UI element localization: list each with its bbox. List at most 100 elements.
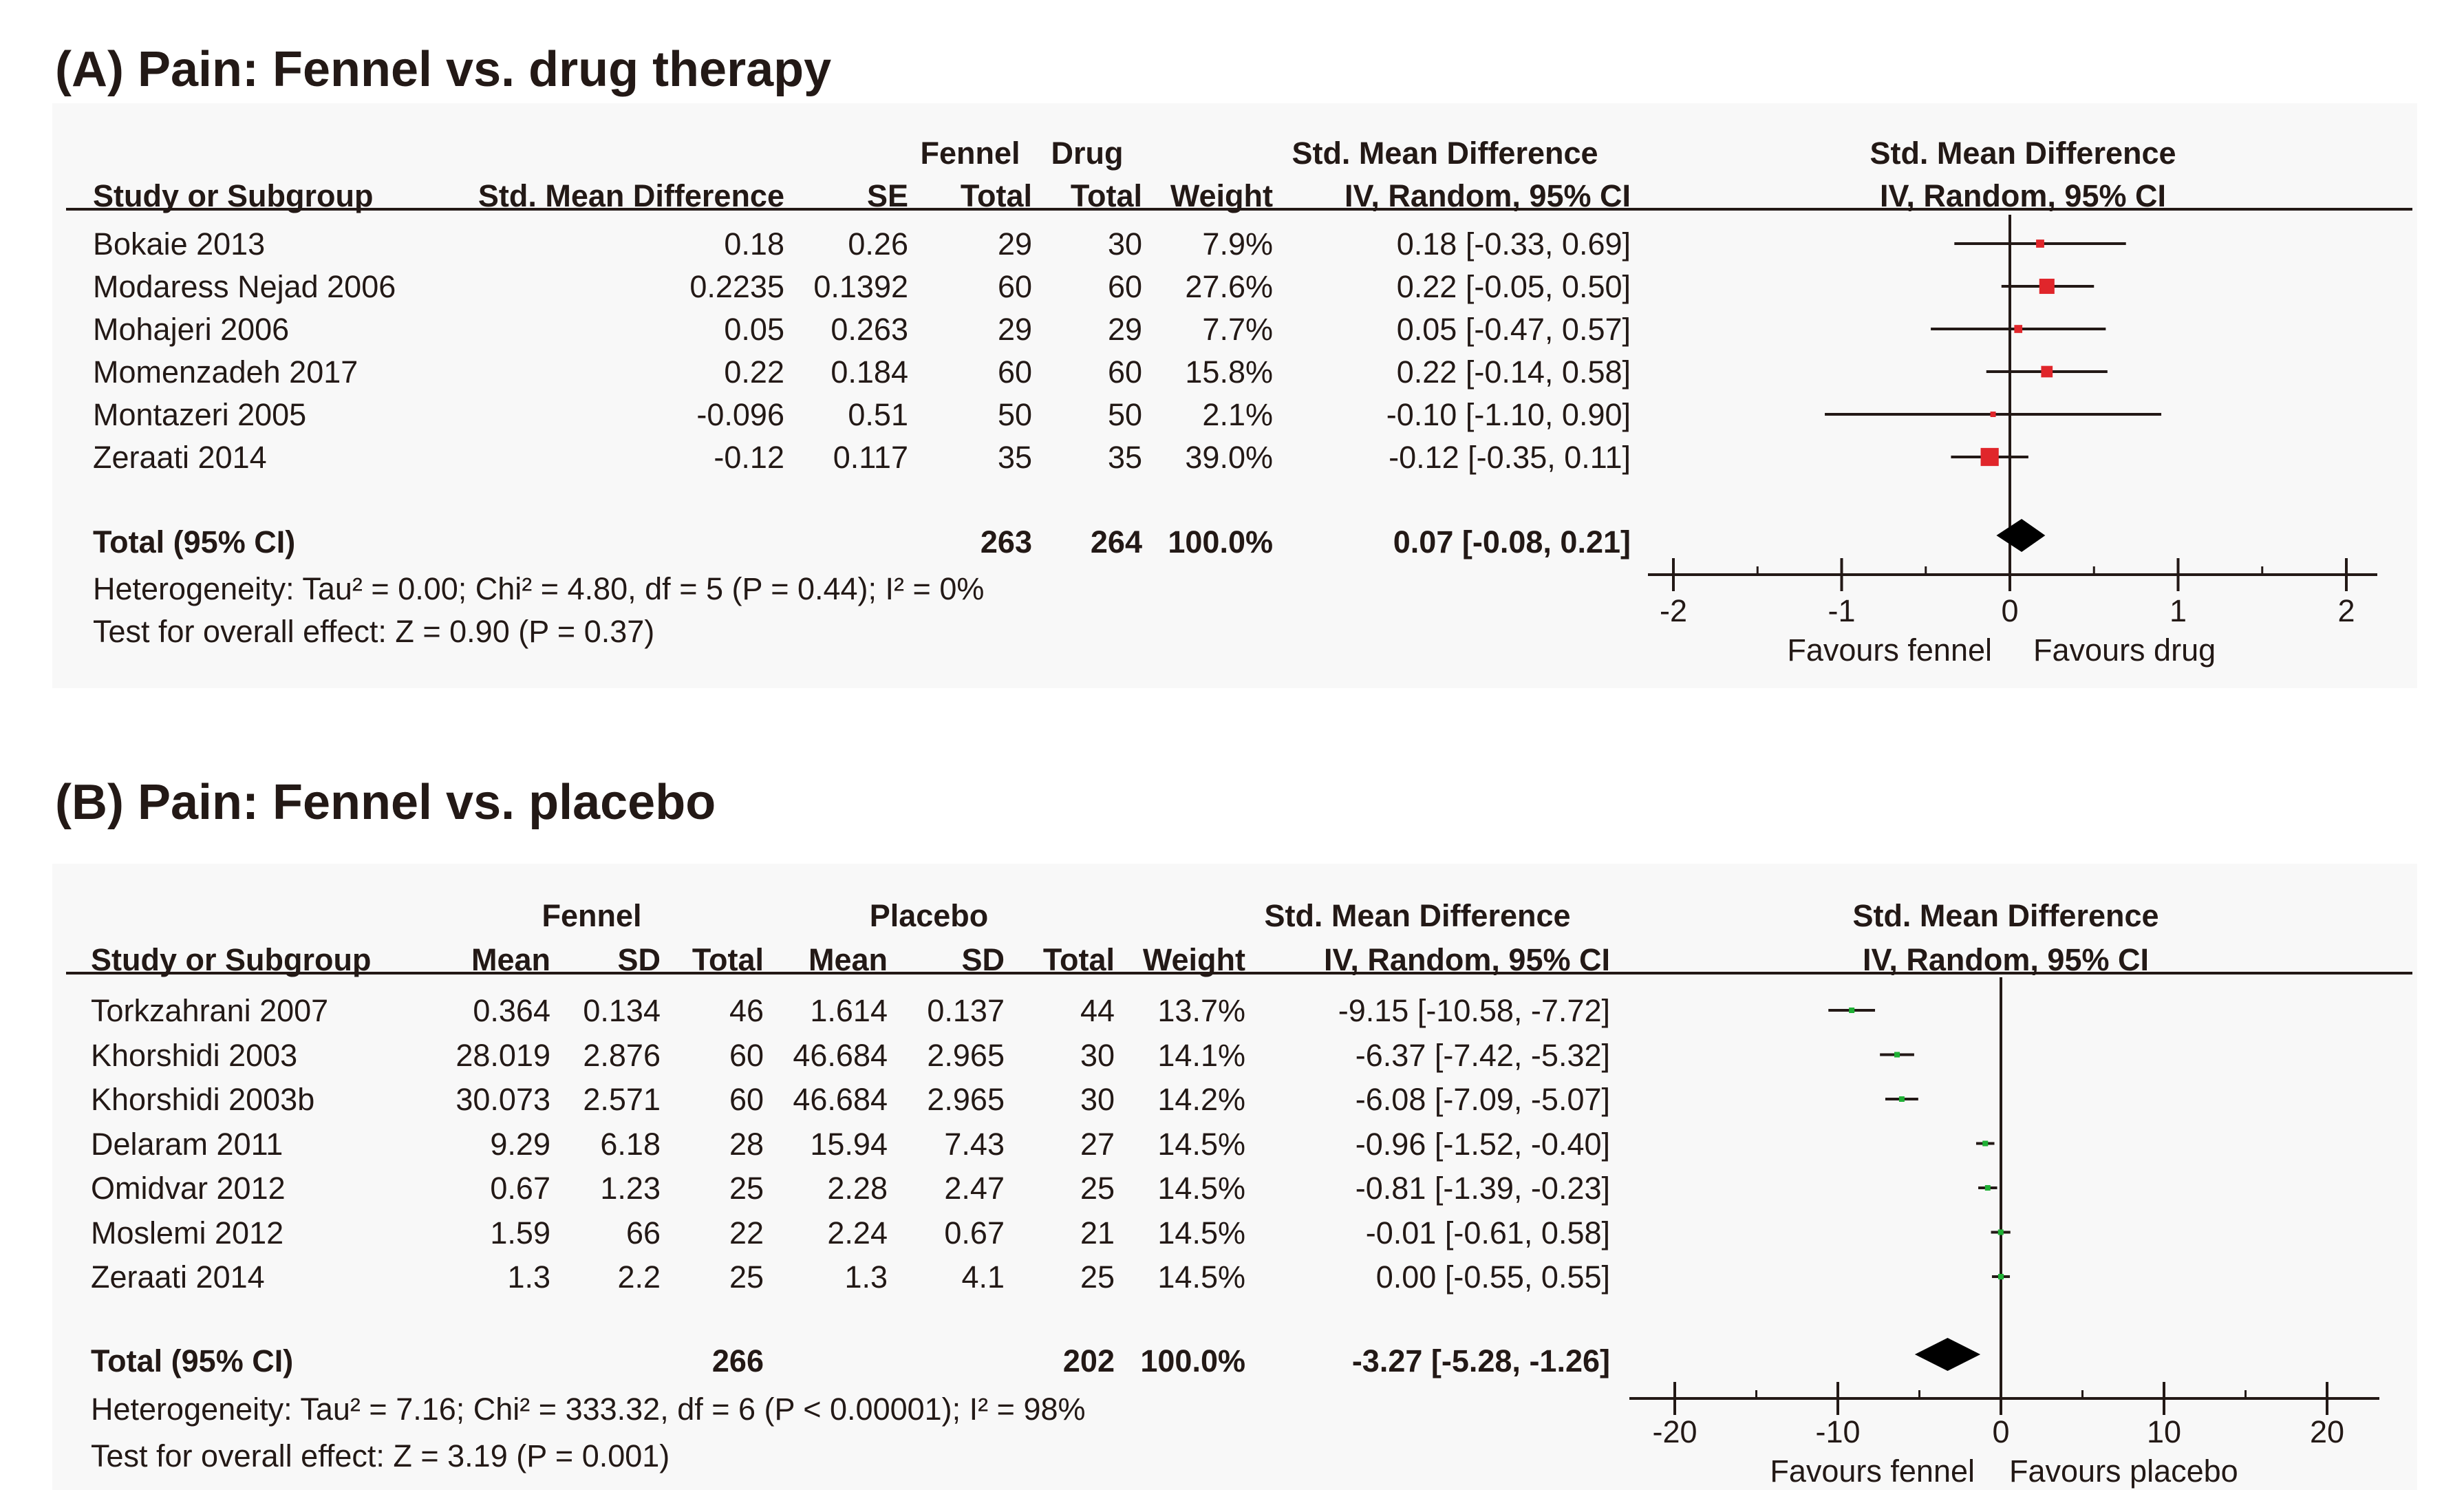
panel-a-row-3-weight: 15.8%: [1185, 354, 1273, 390]
panel-b-row-2-ctl-total: 30: [1080, 1082, 1115, 1117]
panel-b-row-6-name: Zeraati 2014: [91, 1259, 265, 1295]
panel-a-row-2-weight: 7.7%: [1202, 312, 1273, 347]
panel-a-total-ci: 0.07 [-0.08, 0.21]: [1393, 524, 1631, 560]
panel-a-row-0-ctl-total: 30: [1107, 226, 1142, 262]
panel-a-study-marker: [2039, 278, 2055, 295]
panel-b-row-2-ctl-sd: 2.965: [927, 1082, 1005, 1117]
panel-a-tick-label: 1: [2169, 593, 2187, 628]
panel-b-row-5-weight: 14.5%: [1157, 1215, 1245, 1250]
panel-b-row-0-ci: -9.15 [-10.58, -7.72]: [1338, 993, 1610, 1028]
panel-a-plot-group-header: Std. Mean Difference: [1870, 136, 2176, 171]
panel-b-background: [52, 864, 2417, 1490]
panel-a-row-2-se: 0.263: [831, 312, 908, 347]
panel-b-row-1-weight: 14.1%: [1157, 1037, 1245, 1073]
panel-a-total-label: Total (95% CI): [93, 524, 296, 560]
panel-a-title: (A) Pain: Fennel vs. drug therapy: [55, 42, 832, 97]
panel-b-row-6-exp-mean: 1.3: [507, 1259, 550, 1295]
panel-b-row-3-ctl-total: 27: [1080, 1126, 1115, 1162]
panel-b-study-marker: [1997, 1229, 2004, 1235]
panel-b-study-marker: [1982, 1140, 1989, 1147]
panel-a-row-5-smd: -0.12: [714, 440, 784, 475]
panel-b-col-ci: IV, Random, 95% CI: [1324, 942, 1610, 977]
panel-b-col-placebo-mean: Mean: [808, 942, 888, 977]
panel-a-row-5-exp-total: 35: [997, 440, 1032, 475]
panel-a-row-4-ci: -0.10 [-1.10, 0.90]: [1386, 397, 1631, 432]
panel-b-row-5-exp-total: 22: [729, 1215, 764, 1250]
panel-b-total-label: Total (95% CI): [91, 1343, 294, 1378]
panel-a-row-0-ci: 0.18 [-0.33, 0.69]: [1396, 226, 1631, 262]
panel-b-col-plot: IV, Random, 95% CI: [1863, 942, 2149, 977]
panel-a-row-3-smd: 0.22: [724, 354, 784, 390]
panel-a-study-marker: [1980, 447, 1999, 467]
panel-b-overall-effect: Test for overall effect: Z = 3.19 (P = 0…: [91, 1438, 670, 1473]
panel-b-smd-group-header: Std. Mean Difference: [1264, 898, 1571, 933]
panel-a-col-smd: Std. Mean Difference: [478, 178, 784, 213]
panel-b-row-6-exp-total: 25: [729, 1259, 764, 1295]
panel-b-row-5-exp-sd: 66: [625, 1215, 661, 1250]
panel-b-pooled-diamond: [1914, 1338, 1981, 1371]
panel-a-row-3-ctl-total: 60: [1107, 354, 1142, 390]
panel-a-col-plot: IV, Random, 95% CI: [1880, 178, 2166, 213]
panel-a-row-1-ctl-total: 60: [1107, 269, 1142, 304]
panel-a-col-drug-total: Total: [1070, 178, 1142, 213]
panel-b-tick-label: 20: [2309, 1414, 2345, 1449]
panel-b-row-4-ci: -0.81 [-1.39, -0.23]: [1355, 1171, 1610, 1206]
panel-b-group-header-fennel: Fennel: [542, 898, 642, 933]
panel-b-row-6-ctl-sd: 4.1: [961, 1259, 1005, 1295]
panel-a-row-0-weight: 7.9%: [1202, 226, 1273, 262]
panel-b-study-marker: [1894, 1052, 1900, 1058]
panel-b-row-3-ctl-sd: 7.43: [944, 1126, 1005, 1162]
panel-b-favours-left: Favours fennel: [1770, 1454, 1975, 1489]
panel-a-row-5-se: 0.117: [833, 440, 908, 475]
panel-a-row-3-ci: 0.22 [-0.14, 0.58]: [1396, 354, 1631, 390]
panel-b-row-3-ctl-mean: 15.94: [810, 1126, 888, 1162]
panel-b-row-5-ci: -0.01 [-0.61, 0.58]: [1365, 1215, 1610, 1250]
panel-b-col-study: Study or Subgroup: [91, 942, 372, 977]
panel-a-row-5-weight: 39.0%: [1185, 440, 1273, 475]
panel-a-row-0-name: Bokaie 2013: [93, 226, 266, 262]
panel-a-col-se: SE: [866, 178, 908, 213]
panel-a-heterogeneity: Heterogeneity: Tau² = 0.00; Chi² = 4.80,…: [93, 571, 985, 606]
panel-b-row-2-name: Khorshidi 2003b: [91, 1082, 315, 1117]
panel-b-row-4-exp-mean: 0.67: [490, 1171, 550, 1206]
panel-a-row-3-se: 0.184: [831, 354, 908, 390]
panel-b-row-0-name: Torkzahrani 2007: [91, 993, 329, 1028]
panel-a-study-marker: [2014, 325, 2023, 333]
panel-a-row-0-smd: 0.18: [724, 226, 784, 262]
panel-b-row-5-ctl-sd: 0.67: [944, 1215, 1005, 1250]
panel-b-favours-right: Favours placebo: [2009, 1454, 2238, 1489]
panel-a-row-4-name: Montazeri 2005: [93, 397, 307, 432]
panel-a-row-3-name: Momenzadeh 2017: [93, 354, 358, 390]
panel-a-favours-left: Favours fennel: [1787, 632, 1992, 668]
panel-a-col-weight: Weight: [1170, 178, 1273, 213]
panel-b-total-weight: 100.0%: [1140, 1343, 1245, 1378]
panel-a-row-5-ci: -0.12 [-0.35, 0.11]: [1389, 440, 1631, 475]
panel-b-row-4-exp-sd: 1.23: [600, 1171, 661, 1206]
panel-b-study-marker: [1849, 1008, 1855, 1013]
panel-b-total-fennel: 266: [711, 1343, 764, 1378]
panel-a-row-4-se: 0.51: [848, 397, 908, 432]
panel-a-group-header-fennel: Fennel: [920, 136, 1020, 171]
panel-b-row-3-name: Delaram 2011: [91, 1126, 283, 1162]
panel-a-row-0-exp-total: 29: [997, 226, 1032, 262]
panel-b-col-fennel-total: Total: [692, 942, 764, 977]
panel-b-title: (B) Pain: Fennel vs. placebo: [55, 775, 716, 830]
panel-b-row-1-ctl-mean: 46.684: [793, 1037, 888, 1073]
panel-b-row-4-name: Omidvar 2012: [91, 1171, 286, 1206]
panel-b-row-3-weight: 14.5%: [1157, 1126, 1245, 1162]
panel-a-row-1-se: 0.1392: [813, 269, 908, 304]
panel-b-row-2-exp-total: 60: [729, 1082, 764, 1117]
panel-a-study-marker: [2036, 239, 2044, 248]
panel-b-row-1-ctl-sd: 2.965: [927, 1037, 1005, 1073]
panel-a-row-3-exp-total: 60: [997, 354, 1032, 390]
panel-b-row-4-weight: 14.5%: [1157, 1171, 1245, 1206]
panel-b-row-2-ci: -6.08 [-7.09, -5.07]: [1355, 1082, 1610, 1117]
panel-a-row-5-name: Zeraati 2014: [93, 440, 267, 475]
panel-a-total-fennel: 263: [980, 524, 1032, 560]
panel-b-total-placebo: 202: [1062, 1343, 1115, 1378]
panel-a-row-1-ci: 0.22 [-0.05, 0.50]: [1396, 269, 1631, 304]
panel-b-col-weight: Weight: [1142, 942, 1245, 977]
panel-b-row-2-exp-sd: 2.571: [583, 1082, 661, 1117]
panel-a-row-4-exp-total: 50: [997, 397, 1032, 432]
